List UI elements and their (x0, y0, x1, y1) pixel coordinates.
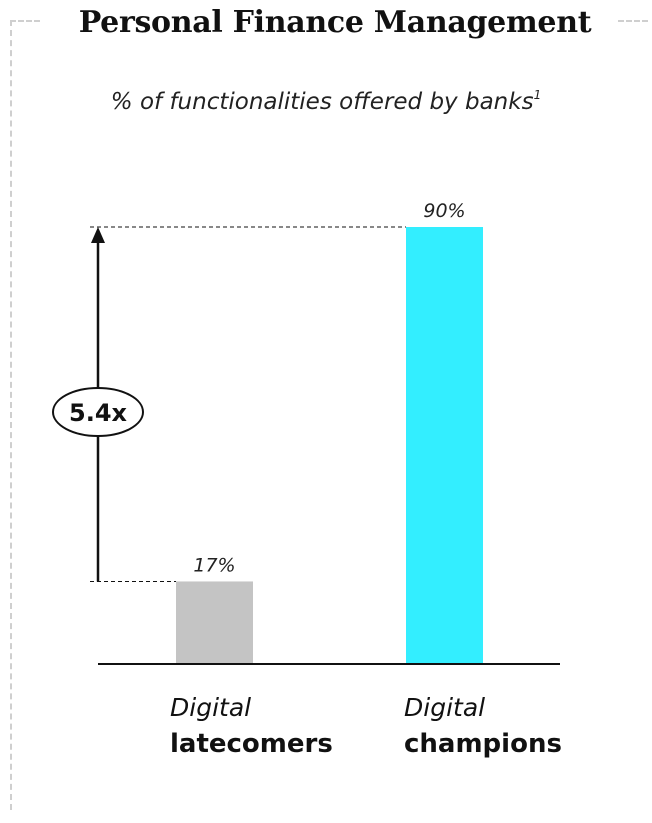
category-label-latecomers-line2: latecomers (170, 729, 333, 759)
frame-top-border-right (618, 20, 648, 22)
category-label-latecomers-line1: Digital (170, 693, 252, 722)
bar-1 (406, 227, 483, 664)
chart-subtitle: % of functionalities offered by banks1 (0, 88, 652, 115)
category-label-champions: Digital champions (404, 690, 562, 762)
multiplier-badge (52, 387, 144, 437)
category-label-champions-line1: Digital (404, 693, 486, 722)
category-label-champions-line2: champions (404, 729, 562, 759)
bar-0 (176, 581, 253, 664)
subtitle-text: % of functionalities offered by banks (110, 89, 534, 115)
frame-top-border-left (10, 20, 40, 22)
bar-value-label-1: 90% (423, 200, 465, 222)
footnote-marker: 1 (533, 88, 542, 102)
multiplier-arrow-head (91, 227, 105, 243)
category-label-latecomers: Digital latecomers (170, 690, 333, 762)
frame-left-border (10, 20, 12, 810)
page-title: Personal Finance Management (60, 0, 610, 46)
multiplier-label: 5.4x (69, 399, 128, 427)
bar-value-label-0: 17% (193, 554, 235, 576)
